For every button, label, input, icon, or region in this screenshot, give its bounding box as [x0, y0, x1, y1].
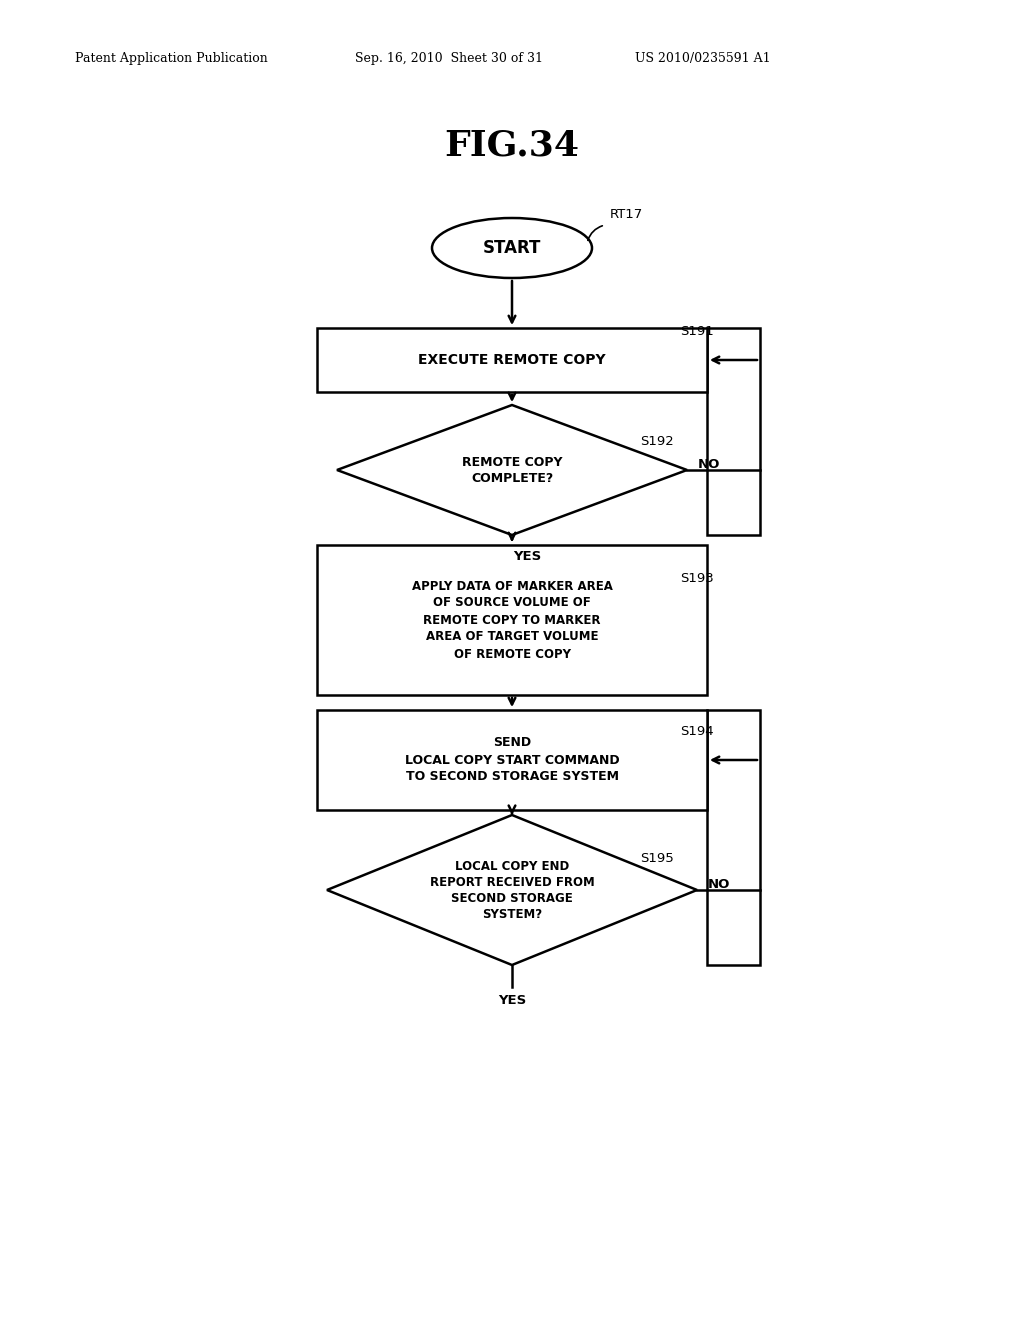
Ellipse shape	[432, 218, 592, 279]
Bar	[317, 327, 707, 392]
Text: LOCAL COPY END
REPORT RECEIVED FROM
SECOND STORAGE
SYSTEM?: LOCAL COPY END REPORT RECEIVED FROM SECO…	[430, 859, 594, 920]
Text: Sep. 16, 2010  Sheet 30 of 31: Sep. 16, 2010 Sheet 30 of 31	[355, 51, 543, 65]
Text: S192: S192	[640, 436, 674, 447]
Bar	[317, 710, 707, 810]
Text: S193: S193	[680, 572, 714, 585]
Text: EXECUTE REMOTE COPY: EXECUTE REMOTE COPY	[418, 352, 606, 367]
Text: S191: S191	[680, 325, 714, 338]
Bar	[707, 710, 760, 965]
Text: RT17: RT17	[610, 209, 643, 220]
Text: Patent Application Publication: Patent Application Publication	[75, 51, 267, 65]
Text: US 2010/0235591 A1: US 2010/0235591 A1	[635, 51, 771, 65]
Text: APPLY DATA OF MARKER AREA
OF SOURCE VOLUME OF
REMOTE COPY TO MARKER
AREA OF TARG: APPLY DATA OF MARKER AREA OF SOURCE VOLU…	[412, 579, 612, 660]
Text: START: START	[482, 239, 542, 257]
Bar	[707, 327, 760, 535]
Polygon shape	[327, 814, 697, 965]
Text: NO: NO	[697, 458, 720, 471]
Text: S194: S194	[680, 725, 714, 738]
Text: S195: S195	[640, 851, 674, 865]
Text: NO: NO	[708, 879, 730, 891]
Text: FIG.34: FIG.34	[444, 128, 580, 162]
Text: SEND
LOCAL COPY START COMMAND
TO SECOND STORAGE SYSTEM: SEND LOCAL COPY START COMMAND TO SECOND …	[404, 737, 620, 784]
Polygon shape	[337, 405, 687, 535]
Text: YES: YES	[498, 994, 526, 1006]
Bar	[317, 545, 707, 696]
Text: REMOTE COPY
COMPLETE?: REMOTE COPY COMPLETE?	[462, 455, 562, 484]
Text: YES: YES	[513, 550, 541, 564]
